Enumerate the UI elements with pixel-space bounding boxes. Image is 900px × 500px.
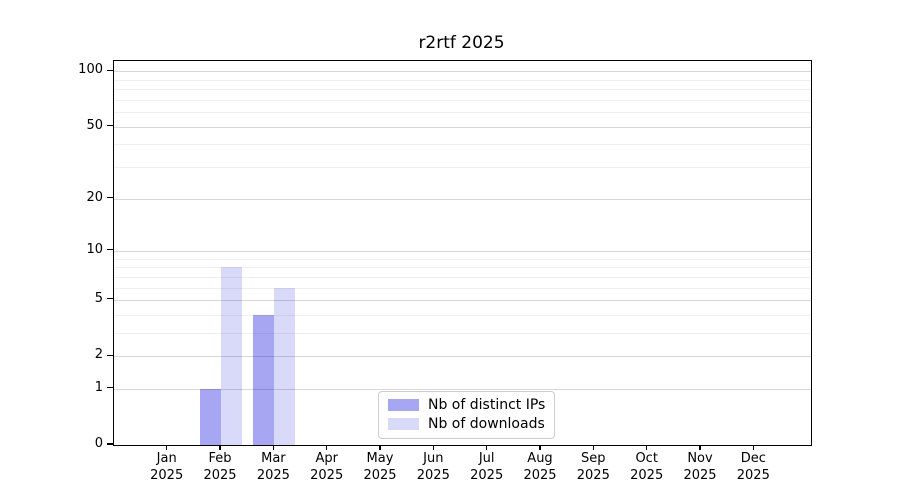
y-gridline-major (114, 299, 811, 301)
x-tick-mark (646, 445, 648, 450)
y-gridline-minor (114, 112, 811, 114)
plot-area: Nb of distinct IPs Nb of downloads (113, 60, 812, 446)
x-tick-label: Jan 2025 (150, 451, 184, 483)
x-tick-mark (326, 445, 328, 450)
x-tick-mark (539, 445, 541, 450)
legend-item-label: Nb of distinct IPs (428, 397, 546, 413)
x-tick-label: Nov 2025 (683, 451, 717, 483)
x-tick-mark (166, 445, 168, 450)
y-tick-label: 100 (78, 62, 103, 78)
y-tick-mark (106, 196, 113, 199)
y-gridline-major (114, 356, 811, 358)
y-gridline-major (114, 250, 811, 252)
x-tick-mark (592, 445, 594, 450)
legend-item: Nb of distinct IPs (388, 397, 545, 413)
x-tick-label: Feb 2025 (203, 451, 237, 483)
y-gridline-major (114, 388, 811, 390)
x-tick-label: Mar 2025 (256, 451, 290, 483)
y-tick-mark (106, 69, 113, 71)
legend-item: Nb of downloads (388, 416, 545, 432)
x-tick-label: Jul 2025 (470, 451, 504, 483)
x-tick-label: May 2025 (363, 451, 397, 483)
x-tick-mark (486, 445, 488, 450)
x-tick-mark (432, 445, 434, 450)
y-tick-label: 5 (94, 290, 103, 306)
y-tick-mark (106, 443, 113, 445)
y-gridline-major (114, 71, 811, 73)
bar-nb-of-distinct-ips (200, 388, 221, 445)
x-tick-mark (379, 445, 381, 450)
y-tick-mark (106, 298, 113, 300)
y-gridline-major (114, 126, 811, 128)
y-tick-label: 20 (86, 189, 103, 205)
y-gridline-minor (114, 144, 811, 146)
y-gridline-minor (114, 332, 811, 334)
y-tick-mark (106, 249, 113, 251)
legend-swatch (388, 399, 419, 411)
bar-nb-of-distinct-ips (253, 314, 275, 445)
y-gridline-minor (114, 89, 811, 91)
x-tick-label: Apr 2025 (310, 451, 344, 483)
x-tick-mark (752, 445, 754, 450)
x-tick-label: Sep 2025 (576, 451, 610, 483)
x-tick-mark (699, 445, 701, 450)
y-gridline-minor (114, 167, 811, 168)
legend: Nb of distinct IPs Nb of downloads (378, 391, 556, 439)
y-tick-mark (106, 125, 113, 127)
y-gridline-minor (114, 267, 811, 269)
y-gridline-minor (114, 276, 811, 278)
chart-title: r2rtf 2025 (418, 33, 505, 53)
y-gridline-minor (114, 258, 811, 260)
y-tick-label: 1 (94, 379, 103, 395)
y-gridline-minor (114, 314, 811, 316)
x-tick-mark (219, 445, 221, 450)
x-tick-label: Aug 2025 (523, 451, 557, 483)
y-tick-label: 10 (86, 241, 103, 257)
x-tick-label: Oct 2025 (630, 451, 664, 483)
y-tick-label: 0 (94, 436, 103, 451)
y-tick-label: 50 (86, 117, 103, 133)
y-gridline-minor (114, 99, 811, 101)
y-tick-mark (106, 354, 113, 356)
y-gridline-minor (114, 79, 811, 81)
y-gridline-minor (114, 287, 811, 289)
y-tick-label: 2 (94, 347, 103, 363)
x-tick-label: Jun 2025 (416, 451, 450, 483)
x-tick-label: Dec 2025 (736, 451, 770, 483)
x-tick-mark (272, 445, 274, 450)
legend-item-label: Nb of downloads (428, 416, 545, 432)
y-gridline-major (114, 198, 811, 200)
legend-swatch (388, 418, 419, 430)
y-tick-mark (106, 387, 113, 389)
bar-nb-of-downloads (274, 287, 296, 445)
bar-nb-of-downloads (221, 267, 242, 445)
